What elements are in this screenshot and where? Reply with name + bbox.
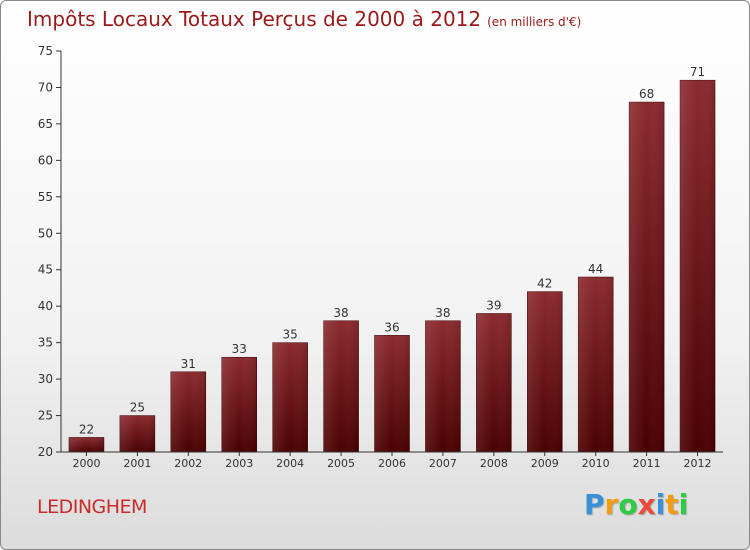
- x-tick-label-2004: 2004: [276, 457, 304, 470]
- commune-name: LEDINGHEM: [37, 496, 147, 518]
- x-tick-label-2002: 2002: [174, 457, 202, 470]
- bar-shine: [425, 320, 461, 452]
- logo-letter: i: [678, 488, 689, 521]
- bar-shine: [374, 335, 410, 452]
- x-tick-label-2001: 2001: [123, 457, 151, 470]
- x-tick-label-2000: 2000: [72, 457, 100, 470]
- y-tick-label: 50: [38, 226, 53, 240]
- x-tick-label-2012: 2012: [684, 457, 712, 470]
- y-tick-label: 40: [38, 299, 53, 313]
- value-label-2008: 39: [486, 298, 501, 312]
- chart-subtitle: (en milliers d'€): [487, 15, 582, 29]
- value-label-2002: 31: [181, 357, 196, 371]
- y-tick-label: 55: [38, 190, 53, 204]
- bar-shine: [170, 371, 206, 452]
- x-tick-label-2007: 2007: [429, 457, 457, 470]
- value-label-2000: 22: [79, 422, 94, 436]
- bar-shine: [629, 102, 665, 452]
- bars: 22 25 31 33 35 38 36 38 39 42 44 68 71: [68, 65, 716, 453]
- x-axis: 2000 2001 2002 2003 2004 2005 2006 2007 2008 2009…: [61, 451, 723, 470]
- logo-letter: t: [665, 488, 679, 521]
- x-tick-label-2011: 2011: [633, 457, 661, 470]
- bar-shine: [68, 437, 104, 452]
- x-tick-label-2009: 2009: [531, 457, 559, 470]
- bar-shine: [476, 313, 512, 452]
- x-tick-label-2008: 2008: [480, 457, 508, 470]
- bar-shine: [527, 291, 563, 452]
- value-label-2004: 35: [283, 328, 298, 342]
- proxiti-logo: Proxiti: [584, 488, 688, 521]
- value-label-2009: 42: [537, 277, 552, 291]
- x-tick-label-2010: 2010: [582, 457, 610, 470]
- value-label-2003: 33: [232, 342, 247, 356]
- x-tick-label-2006: 2006: [378, 457, 406, 470]
- y-tick-label: 60: [38, 153, 53, 167]
- bar-shine: [680, 80, 716, 452]
- bar-shine: [323, 320, 359, 452]
- y-tick-label: 35: [38, 336, 53, 350]
- x-tick-label-2003: 2003: [225, 457, 253, 470]
- value-label-2005: 38: [333, 306, 348, 320]
- chart-title: Impôts Locaux Totaux Perçus de 2000 à 20…: [27, 7, 582, 31]
- y-tick-label: 75: [38, 44, 53, 58]
- logo-letter: x: [637, 488, 656, 521]
- logo-letter: P: [584, 488, 605, 521]
- logo-letter: r: [604, 488, 619, 521]
- bar-shine: [221, 357, 257, 452]
- y-tick-label: 45: [38, 263, 53, 277]
- value-label-2001: 25: [130, 401, 145, 415]
- y-tick-label: 25: [38, 409, 53, 423]
- x-tick-label-2005: 2005: [327, 457, 355, 470]
- value-label-2010: 44: [588, 262, 603, 276]
- logo-letter: o: [618, 488, 638, 521]
- y-tick-label: 65: [38, 117, 53, 131]
- bar-shine: [119, 415, 155, 452]
- y-tick-label: 20: [38, 445, 53, 459]
- y-tick-label: 30: [38, 372, 53, 386]
- y-tick-label: 70: [38, 80, 53, 94]
- bar-shine: [578, 277, 614, 452]
- value-label-2012: 71: [690, 65, 705, 79]
- value-label-2006: 36: [384, 320, 399, 334]
- value-label-2011: 68: [639, 87, 654, 101]
- logo-letter: i: [655, 488, 666, 521]
- bar-shine: [272, 342, 308, 452]
- y-axis: 20 25 30 35 40 45 50 55 60 65 70 75: [38, 44, 62, 459]
- value-label-2007: 38: [435, 306, 450, 320]
